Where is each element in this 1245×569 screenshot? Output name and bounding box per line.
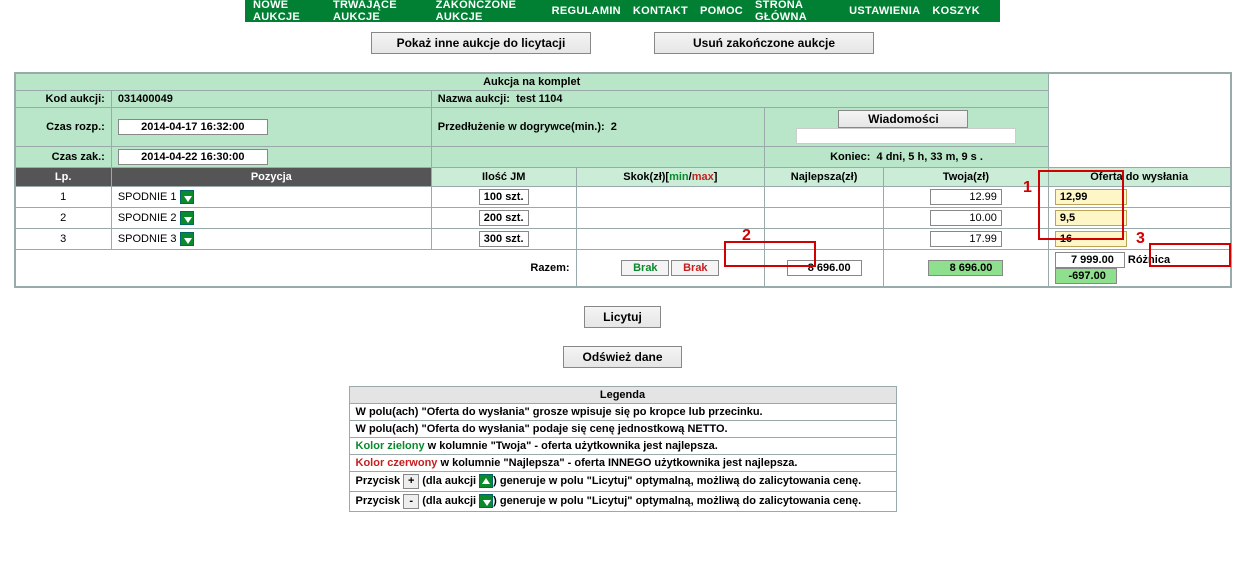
show-other-button[interactable]: Pokaż inne aukcje do licytacji [371, 32, 591, 54]
table-row: 1 SPODNIE 1 100 szt. [15, 187, 1231, 208]
nazwa-label: Nazwa aukcji: [438, 93, 510, 105]
col-twoja: Twoja(zł) [884, 168, 1049, 187]
legend-title: Legenda [349, 387, 896, 404]
rozp-value: 2014-04-17 16:32:00 [118, 119, 268, 135]
nav-zakonczone[interactable]: ZAKOŃCZONE AUKCJE [436, 0, 540, 23]
nav-koszyk[interactable]: KOSZYK [932, 5, 980, 17]
licytuj-button[interactable]: Licytuj [584, 306, 661, 328]
offer-input[interactable] [1055, 231, 1127, 247]
nav-pomoc[interactable]: POMOC [700, 5, 743, 17]
table-row: 2 SPODNIE 2 200 szt. [15, 208, 1231, 229]
koniec-value: 4 dni, 5 h, 33 m, 9 s . [877, 151, 983, 163]
total-twoja: 8 696.00 [928, 260, 1003, 276]
arrow-up-icon [479, 474, 493, 488]
arrow-down-icon[interactable] [180, 211, 194, 225]
legend-table: Legenda W polu(ach) "Oferta do wysłania"… [349, 386, 897, 512]
messages-input[interactable] [796, 128, 1016, 144]
brak-max: Brak [671, 260, 719, 276]
table-row: 3 SPODNIE 3 300 szt. [15, 229, 1231, 250]
arrow-down-icon[interactable] [180, 190, 194, 204]
plus-icon: + [403, 474, 419, 489]
qty-value: 200 szt. [479, 210, 529, 226]
arrow-down-icon [479, 494, 493, 508]
minus-icon: - [403, 494, 419, 509]
messages-button[interactable]: Wiadomości [838, 110, 968, 128]
odswiez-button[interactable]: Odśwież dane [563, 346, 681, 368]
rozp-label: Czas rozp.: [15, 108, 112, 147]
nav-nowe[interactable]: NOWE AUKCJE [253, 0, 321, 23]
przed-value: 2 [611, 121, 617, 133]
nav-trwajace[interactable]: TRWAJĄCE AUKCJE [333, 0, 424, 23]
offer-input[interactable] [1055, 210, 1127, 226]
remove-done-button[interactable]: Usuń zakończone aukcje [654, 32, 874, 54]
col-lp: Lp. [15, 168, 112, 187]
arrow-down-icon[interactable] [180, 232, 194, 246]
nazwa-value: test 1104 [516, 93, 562, 105]
koniec-label: Koniec: [830, 151, 870, 163]
totals-row: Razem: BrakBrak 8 696.00 8 696.00 7 999.… [15, 250, 1231, 288]
przed-label: Przedłużenie w dogrywce(min.): [438, 121, 605, 133]
nav-glowna[interactable]: STRONA GŁÓWNA [755, 0, 837, 23]
nav-regulamin[interactable]: REGULAMIN [552, 5, 621, 17]
your-input[interactable] [930, 210, 1002, 226]
section-title: Aukcja na komplet [15, 73, 1049, 91]
col-skok: Skok(zł)[min/max] [576, 168, 765, 187]
col-ilosc: Ilość JM [431, 168, 576, 187]
zak-value: 2014-04-22 16:30:00 [118, 149, 268, 165]
col-poz: Pozycja [111, 168, 431, 187]
total-oferta: 7 999.00 [1055, 252, 1125, 268]
kod-value: 031400049 [118, 93, 173, 105]
kod-label: Kod aukcji: [15, 91, 112, 108]
offer-input[interactable] [1055, 189, 1127, 205]
brak-min: Brak [621, 260, 669, 276]
zak-label: Czas zak.: [15, 147, 112, 168]
qty-value: 300 szt. [479, 231, 529, 247]
total-roznica: -697.00 [1055, 268, 1117, 284]
col-najlepsza: Najlepsza(zł) [765, 168, 884, 187]
col-oferta: Oferta do wysłania [1048, 168, 1230, 187]
auction-header-table: Aukcja na komplet Kod aukcji: 031400049 … [14, 72, 1232, 288]
your-input[interactable] [930, 189, 1002, 205]
nav-ustawienia[interactable]: USTAWIENIA [849, 5, 920, 17]
navbar: NOWE AUKCJE TRWAJĄCE AUKCJE ZAKOŃCZONE A… [245, 0, 1000, 22]
total-najlepsza: 8 696.00 [787, 260, 862, 276]
your-input[interactable] [930, 231, 1002, 247]
qty-value: 100 szt. [479, 189, 529, 205]
nav-kontakt[interactable]: KONTAKT [633, 5, 688, 17]
